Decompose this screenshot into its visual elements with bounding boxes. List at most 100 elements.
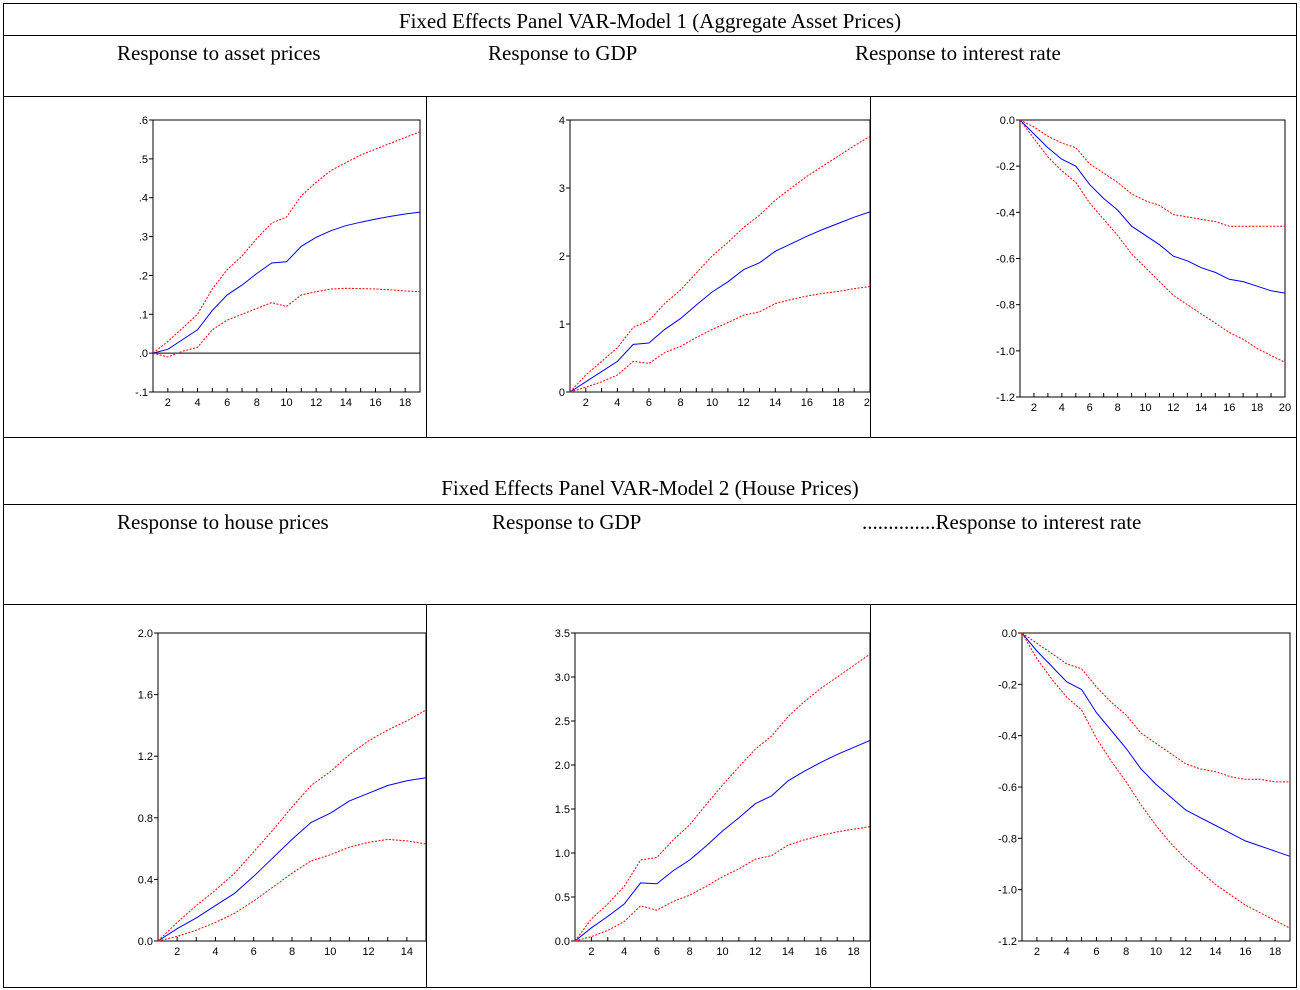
chart-interest-rate-response-model1: -1.2 -1.0 -0.8 -0.6 -0.4 -0.2 0.0 2 4 6 8 10 12 14 16 1… xyxy=(970,105,1296,435)
y-tick-label: 2.5 xyxy=(555,716,570,728)
lower-band-line xyxy=(153,288,420,357)
chart-house-prices-response: 0.00.40.81.21.62.02 4 6 8 10 12 14 xyxy=(100,615,426,987)
column-divider xyxy=(426,96,427,437)
y-tick-label: 1 xyxy=(559,319,565,331)
x-tick-label: 12 xyxy=(749,946,761,958)
lower-band-line xyxy=(158,839,426,941)
row-divider xyxy=(3,504,1296,505)
x-tick-label: 12 xyxy=(738,397,750,409)
y-tick-label: 0.0 xyxy=(1000,115,1015,127)
x-tick-label: 14 xyxy=(401,946,413,958)
x-tick-label: 18 xyxy=(399,397,411,409)
x-tick-label: 6 xyxy=(646,397,652,409)
model1-col2-title: Response to GDP xyxy=(488,41,637,65)
x-tick-label: 8 xyxy=(289,946,295,958)
y-tick-label: 2.0 xyxy=(555,760,570,772)
x-tick-label: 4 xyxy=(1059,402,1065,414)
y-tick-label: .1 xyxy=(139,309,148,321)
x-tick-label: 2 xyxy=(1031,402,1037,414)
impulse-response-line xyxy=(158,778,426,941)
model2-col2-title: Response to GDP xyxy=(492,510,641,534)
y-tick-label: 1.0 xyxy=(555,848,570,860)
plot-frame xyxy=(153,120,420,392)
x-tick-label: 12 xyxy=(1167,402,1179,414)
x-tick-label: 2 xyxy=(588,946,594,958)
y-tick-label: -0.8 xyxy=(998,833,1017,845)
x-tick-label: 4 xyxy=(212,946,218,958)
x-tick-label: 10 xyxy=(1150,946,1162,958)
chart-gdp-response-model1: 012342468101214161820 xyxy=(520,105,870,435)
x-tick-label: 10 xyxy=(706,397,718,409)
impulse-response-line xyxy=(153,212,420,353)
model1-col3-title: Response to interest rate xyxy=(855,41,1061,65)
model2-col3-title: ..............Response to interest rate xyxy=(862,510,1141,534)
model2-col1-title: Response to house prices xyxy=(117,510,329,534)
chart-interest-rate-response-model2: -1.2-1.0-0.8-0.6-0.4-0.20.02 4 6 8 10 12 14 16 1… xyxy=(970,615,1296,987)
x-tick-label: 16 xyxy=(1239,946,1251,958)
y-tick-label: 1.2 xyxy=(138,751,153,763)
plot-frame xyxy=(570,120,870,392)
x-tick-label: 16 xyxy=(815,946,827,958)
upper-band-line xyxy=(570,136,870,392)
y-tick-label: .2 xyxy=(139,270,148,282)
y-tick-label: 0.0 xyxy=(138,936,153,948)
impulse-response-line xyxy=(570,212,870,392)
column-divider xyxy=(870,96,871,437)
model1-col1-title: Response to asset prices xyxy=(117,41,321,65)
y-tick-label: .0 xyxy=(139,348,148,360)
x-tick-label: 4 xyxy=(614,397,620,409)
x-tick-label: 12 xyxy=(1180,946,1192,958)
x-tick-label: 8 xyxy=(1123,946,1129,958)
y-tick-label: -1.0 xyxy=(998,885,1017,897)
x-tick-label: 20 xyxy=(864,397,870,409)
y-tick-label: -.1 xyxy=(135,387,148,399)
impulse-response-line xyxy=(1020,120,1285,293)
x-tick-label: 4 xyxy=(1064,946,1070,958)
chart-asset-prices-response: -.1 .0 .1 .2 .3 .4 .5 .6 2 4 6 8 10 12 14 16 18 xyxy=(100,105,426,435)
column-divider xyxy=(426,604,427,988)
x-tick-label: 14 xyxy=(769,397,781,409)
x-tick-label: 8 xyxy=(677,397,683,409)
x-tick-label: 4 xyxy=(194,397,200,409)
lower-band-line xyxy=(1020,120,1285,362)
upper-band-line xyxy=(1020,120,1285,226)
x-tick-label: 12 xyxy=(310,397,322,409)
y-tick-label: 4 xyxy=(559,115,565,127)
y-tick-label: 0.4 xyxy=(138,874,153,886)
y-tick-label: -0.6 xyxy=(998,782,1017,794)
y-tick-label: 0.5 xyxy=(555,892,570,904)
y-tick-label: 2.0 xyxy=(138,628,153,640)
row-divider xyxy=(3,604,1296,605)
x-tick-label: 18 xyxy=(1251,402,1263,414)
x-tick-label: 16 xyxy=(369,397,381,409)
y-tick-label: 3.0 xyxy=(555,672,570,684)
x-tick-label: 18 xyxy=(1269,946,1281,958)
y-tick-label: 1.5 xyxy=(555,804,570,816)
y-tick-label: -1.2 xyxy=(996,392,1015,404)
y-tick-label: -0.2 xyxy=(998,679,1017,691)
y-tick-label: -0.2 xyxy=(996,161,1015,173)
y-tick-label: 3.5 xyxy=(555,628,570,640)
x-tick-label: 14 xyxy=(1209,946,1221,958)
x-tick-label: 8 xyxy=(1115,402,1121,414)
plot-frame xyxy=(1020,120,1285,397)
upper-band-line xyxy=(575,654,870,941)
y-tick-label: .3 xyxy=(139,232,148,244)
y-tick-label: 2 xyxy=(559,251,565,263)
x-tick-label: 6 xyxy=(654,946,660,958)
upper-band-line xyxy=(1022,633,1290,782)
x-tick-label: 8 xyxy=(687,946,693,958)
row-divider xyxy=(3,35,1296,36)
y-tick-label: .5 xyxy=(139,154,148,166)
x-tick-label: 6 xyxy=(224,397,230,409)
y-tick-label: 0.0 xyxy=(1002,628,1017,640)
x-tick-label: 2 xyxy=(165,397,171,409)
column-divider xyxy=(870,604,871,988)
x-tick-label: 20 xyxy=(1279,402,1291,414)
y-tick-label: 3 xyxy=(559,183,565,195)
row-divider xyxy=(3,437,1296,438)
y-tick-label: -0.4 xyxy=(996,207,1015,219)
y-tick-label: 0.8 xyxy=(138,813,153,825)
y-tick-label: -1.2 xyxy=(998,936,1017,948)
x-tick-label: 4 xyxy=(621,946,627,958)
